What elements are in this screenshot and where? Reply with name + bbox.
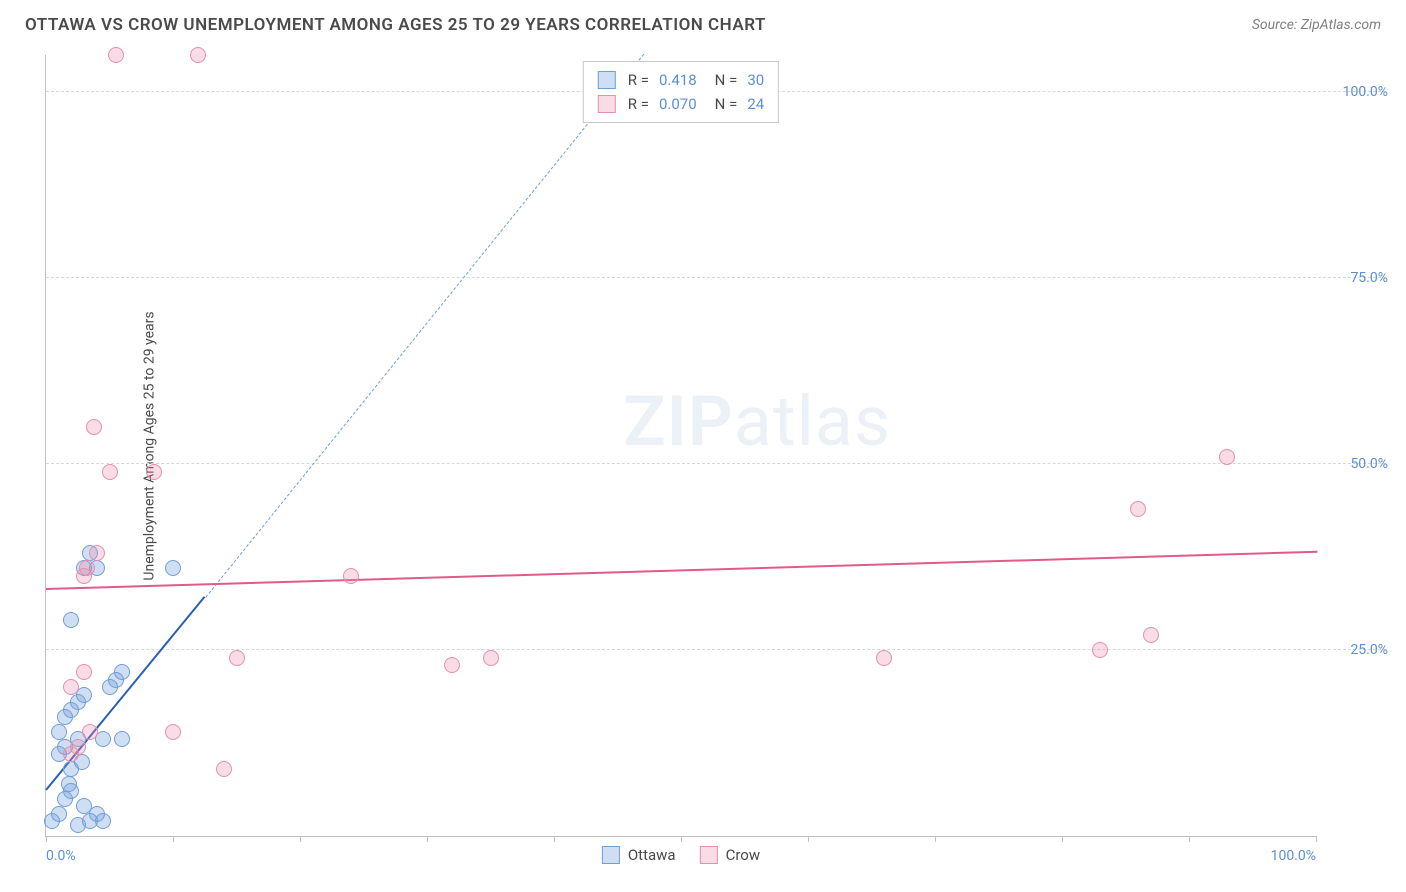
data-point xyxy=(483,650,499,666)
x-tick xyxy=(300,836,301,842)
data-point xyxy=(95,813,111,829)
data-point xyxy=(51,806,67,822)
source-attribution: Source: ZipAtlas.com xyxy=(1252,17,1381,33)
x-tick xyxy=(1062,836,1063,842)
x-tick xyxy=(935,836,936,842)
data-point xyxy=(1130,501,1146,517)
trend-line-dashed xyxy=(205,54,644,598)
data-point xyxy=(876,650,892,666)
x-tick xyxy=(427,836,428,842)
data-point xyxy=(70,739,86,755)
data-point xyxy=(79,560,95,576)
correlation-legend: R = 0.418N = 30R = 0.070N = 24 xyxy=(583,61,779,123)
series-legend-item: Ottawa xyxy=(602,846,676,864)
data-point xyxy=(82,724,98,740)
series-legend-item: Crow xyxy=(700,846,761,864)
data-point xyxy=(190,47,206,63)
data-point xyxy=(51,724,67,740)
data-point xyxy=(114,664,130,680)
data-point xyxy=(444,657,460,673)
data-point xyxy=(63,612,79,628)
data-point xyxy=(165,560,181,576)
x-tick xyxy=(1189,836,1190,842)
data-point xyxy=(114,731,130,747)
y-tick-label: 100.0% xyxy=(1343,84,1388,100)
y-tick-label: 50.0% xyxy=(1350,456,1388,472)
legend-swatch xyxy=(700,846,718,864)
data-point xyxy=(1143,627,1159,643)
data-point xyxy=(76,664,92,680)
legend-row: R = 0.418N = 30 xyxy=(598,68,764,92)
data-point xyxy=(165,724,181,740)
data-point xyxy=(86,419,102,435)
data-point xyxy=(1219,449,1235,465)
data-point xyxy=(343,568,359,584)
legend-swatch xyxy=(598,71,616,89)
x-tick xyxy=(173,836,174,842)
x-tick xyxy=(46,836,47,842)
data-point xyxy=(63,679,79,695)
legend-swatch xyxy=(598,95,616,113)
legend-row: R = 0.070N = 24 xyxy=(598,92,764,116)
gridline xyxy=(46,463,1386,464)
data-point xyxy=(61,776,77,792)
gridline xyxy=(46,277,1386,278)
data-point xyxy=(1092,642,1108,658)
y-tick-label: 25.0% xyxy=(1350,642,1388,658)
chart-title: OTTAWA VS CROW UNEMPLOYMENT AMONG AGES 2… xyxy=(25,15,766,35)
watermark-zip: ZIP xyxy=(623,381,733,463)
x-tick xyxy=(808,836,809,842)
x-tick-label: 100.0% xyxy=(1271,848,1316,864)
data-point xyxy=(229,650,245,666)
chart-container: ZIPatlas 25.0%50.0%75.0%100.0%0.0%100.0%… xyxy=(45,55,1316,837)
series-legend-label: Ottawa xyxy=(628,846,676,864)
watermark-atlas: atlas xyxy=(734,381,891,463)
y-tick-label: 75.0% xyxy=(1350,270,1388,286)
data-point xyxy=(216,761,232,777)
plot-area: ZIPatlas 25.0%50.0%75.0%100.0%0.0%100.0%… xyxy=(45,55,1316,837)
x-tick xyxy=(554,836,555,842)
legend-swatch xyxy=(602,846,620,864)
gridline xyxy=(46,649,1386,650)
data-point xyxy=(102,464,118,480)
x-tick xyxy=(1316,836,1317,842)
data-point xyxy=(146,464,162,480)
data-point xyxy=(108,47,124,63)
data-point xyxy=(89,545,105,561)
x-tick-label: 0.0% xyxy=(46,848,76,864)
watermark: ZIPatlas xyxy=(623,381,891,463)
series-legend-label: Crow xyxy=(726,846,761,864)
series-legend: Ottawa Crow xyxy=(602,846,760,864)
x-tick xyxy=(681,836,682,842)
